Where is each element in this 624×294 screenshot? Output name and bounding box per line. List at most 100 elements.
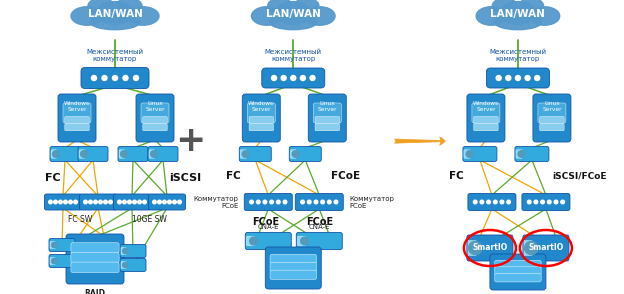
Circle shape (102, 76, 107, 81)
Circle shape (168, 200, 172, 204)
FancyBboxPatch shape (308, 94, 346, 142)
FancyBboxPatch shape (495, 267, 541, 275)
Text: FC: FC (449, 171, 463, 181)
FancyBboxPatch shape (523, 235, 569, 261)
FancyBboxPatch shape (464, 150, 470, 158)
FancyBboxPatch shape (118, 146, 148, 161)
Circle shape (321, 200, 324, 204)
FancyBboxPatch shape (246, 236, 255, 246)
Text: Межсистемный
коммутатор: Межсистемный коммутатор (489, 49, 547, 63)
Text: Коммутатор
FCoE: Коммутатор FCoE (193, 196, 238, 208)
Circle shape (561, 200, 565, 204)
FancyBboxPatch shape (58, 94, 96, 142)
Circle shape (554, 200, 558, 204)
Circle shape (138, 200, 141, 204)
Text: FCoE: FCoE (251, 217, 279, 227)
Circle shape (534, 200, 538, 204)
FancyBboxPatch shape (66, 234, 124, 284)
FancyBboxPatch shape (515, 146, 549, 161)
FancyBboxPatch shape (313, 103, 341, 123)
Ellipse shape (305, 7, 335, 25)
Circle shape (480, 200, 484, 204)
Text: LAN/WAN: LAN/WAN (87, 9, 142, 19)
Ellipse shape (519, 0, 544, 14)
Circle shape (301, 200, 305, 204)
Circle shape (250, 237, 258, 245)
Ellipse shape (500, 1, 536, 24)
Circle shape (118, 200, 121, 204)
Circle shape (109, 200, 112, 204)
Text: LAN/WAN: LAN/WAN (490, 9, 545, 19)
FancyBboxPatch shape (522, 193, 570, 211)
FancyBboxPatch shape (290, 146, 321, 161)
Text: Windows
Server: Windows Server (248, 101, 275, 112)
FancyBboxPatch shape (149, 194, 185, 210)
Ellipse shape (116, 0, 142, 14)
Circle shape (52, 258, 57, 264)
FancyBboxPatch shape (540, 117, 564, 123)
Circle shape (134, 76, 139, 81)
FancyBboxPatch shape (290, 150, 296, 158)
FancyBboxPatch shape (120, 258, 146, 271)
FancyBboxPatch shape (247, 103, 275, 123)
FancyBboxPatch shape (71, 252, 119, 263)
Ellipse shape (529, 7, 560, 25)
FancyBboxPatch shape (50, 257, 56, 265)
Circle shape (123, 200, 126, 204)
FancyBboxPatch shape (121, 261, 126, 269)
Text: Linux
Server: Linux Server (145, 101, 165, 112)
Ellipse shape (476, 7, 507, 25)
Text: Межсистемный
коммутатор: Межсистемный коммутатор (265, 49, 322, 63)
FancyBboxPatch shape (65, 124, 89, 131)
FancyBboxPatch shape (71, 262, 119, 273)
Circle shape (515, 76, 520, 81)
FancyBboxPatch shape (136, 94, 174, 142)
Circle shape (89, 200, 92, 204)
FancyBboxPatch shape (297, 236, 306, 246)
FancyBboxPatch shape (79, 150, 85, 158)
FancyBboxPatch shape (120, 245, 146, 258)
Circle shape (314, 200, 318, 204)
Circle shape (276, 200, 280, 204)
Text: Linux
Server: Linux Server (318, 101, 337, 112)
FancyBboxPatch shape (467, 235, 513, 261)
FancyBboxPatch shape (296, 233, 343, 250)
Circle shape (291, 76, 296, 81)
FancyBboxPatch shape (468, 193, 516, 211)
FancyBboxPatch shape (114, 194, 150, 210)
Circle shape (150, 151, 157, 157)
Circle shape (178, 200, 182, 204)
Circle shape (263, 200, 266, 204)
Ellipse shape (268, 0, 292, 14)
Circle shape (527, 200, 531, 204)
Ellipse shape (295, 0, 319, 14)
Ellipse shape (492, 0, 517, 14)
Circle shape (270, 200, 273, 204)
FancyBboxPatch shape (71, 243, 119, 253)
Text: RAID: RAID (84, 289, 105, 294)
Circle shape (173, 200, 177, 204)
Circle shape (518, 151, 525, 157)
FancyBboxPatch shape (315, 117, 339, 123)
Circle shape (84, 200, 87, 204)
FancyBboxPatch shape (149, 150, 155, 158)
FancyBboxPatch shape (468, 240, 476, 255)
Text: Windows
Server: Windows Server (473, 101, 499, 112)
Circle shape (59, 200, 62, 204)
Circle shape (99, 200, 102, 204)
FancyBboxPatch shape (270, 254, 316, 264)
Circle shape (120, 151, 127, 157)
FancyBboxPatch shape (467, 94, 505, 142)
Text: iSCSI/FCoE: iSCSI/FCoE (553, 171, 607, 181)
Circle shape (80, 151, 87, 157)
Ellipse shape (71, 7, 103, 25)
Circle shape (242, 151, 249, 157)
FancyBboxPatch shape (533, 94, 571, 142)
Circle shape (300, 76, 305, 81)
Circle shape (310, 76, 315, 81)
Circle shape (122, 262, 128, 268)
Circle shape (52, 151, 59, 157)
FancyBboxPatch shape (239, 146, 271, 161)
FancyBboxPatch shape (516, 150, 522, 158)
FancyBboxPatch shape (50, 146, 80, 161)
